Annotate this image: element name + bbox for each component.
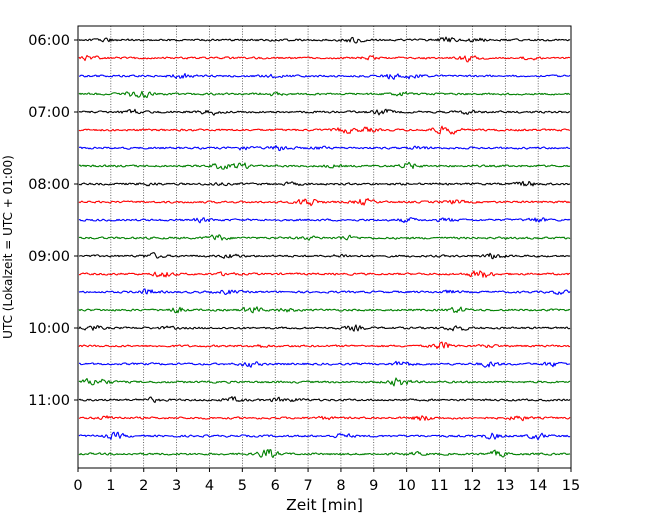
- x-tick-label: 15: [562, 478, 580, 494]
- x-tick-label: 10: [397, 478, 415, 494]
- x-tick-label: 13: [496, 478, 514, 494]
- trace-0815: [78, 198, 571, 207]
- seismic-traces: [78, 36, 571, 459]
- x-tick-label: 6: [271, 478, 280, 494]
- x-tick-label: 2: [139, 478, 148, 494]
- y-tick-label: 07:00: [28, 105, 70, 121]
- trace-0845: [78, 234, 571, 241]
- x-tick-label: 8: [336, 478, 345, 494]
- trace-0600: [78, 36, 571, 44]
- y-tick-label: 10:00: [28, 321, 70, 337]
- trace-0615: [78, 54, 571, 63]
- plot-frame: [77, 25, 572, 469]
- trace-1000: [78, 324, 571, 332]
- y-tick-label: 11:00: [28, 393, 70, 409]
- trace-1115: [78, 415, 571, 422]
- x-axis-ticks: 0 1 2 3 4 5 6 7 8 9 10 11 12 13 14 15: [73, 468, 580, 494]
- y-tick-label: 06:00: [28, 33, 70, 49]
- trace-1015: [78, 341, 571, 350]
- trace-0915: [78, 270, 571, 278]
- trace-1100: [78, 396, 571, 404]
- x-tick-label: 0: [73, 478, 82, 494]
- trace-0645: [78, 90, 571, 99]
- x-axis-title: Zeit [min]: [286, 496, 363, 514]
- trace-1145: [78, 449, 571, 459]
- x-tick-label: 11: [430, 478, 448, 494]
- trace-0700: [78, 108, 571, 116]
- trace-0945: [78, 306, 571, 314]
- trace-0830: [78, 217, 571, 224]
- x-tick-label: 5: [238, 478, 247, 494]
- y-axis-title: UTC (Lokalzeit = UTC + 01:00): [1, 155, 15, 339]
- grid-lines: [110, 26, 539, 468]
- trace-0930: [78, 288, 571, 296]
- plot-background: [78, 26, 571, 468]
- y-axis-ticks: 06:00 07:00 08:00 09:00 10:00 11:00: [28, 33, 78, 409]
- x-tick-label: 14: [529, 478, 547, 494]
- trace-1045: [78, 377, 571, 387]
- x-tick-label: 7: [303, 478, 312, 494]
- x-tick-label: 4: [205, 478, 214, 494]
- trace-0630: [78, 72, 571, 80]
- trace-1130: [78, 431, 571, 441]
- x-tick-label: 9: [369, 478, 378, 494]
- trace-0900: [78, 252, 571, 260]
- trace-0730: [78, 145, 571, 152]
- x-tick-label: 1: [106, 478, 115, 494]
- y-tick-label: 09:00: [28, 249, 70, 265]
- y-tick-label: 08:00: [28, 177, 70, 193]
- x-tick-label: 12: [463, 478, 481, 494]
- trace-0715: [78, 125, 571, 135]
- trace-0800: [78, 180, 571, 187]
- trace-1030: [78, 360, 571, 368]
- x-tick-label: 3: [172, 478, 181, 494]
- trace-0745: [78, 161, 571, 170]
